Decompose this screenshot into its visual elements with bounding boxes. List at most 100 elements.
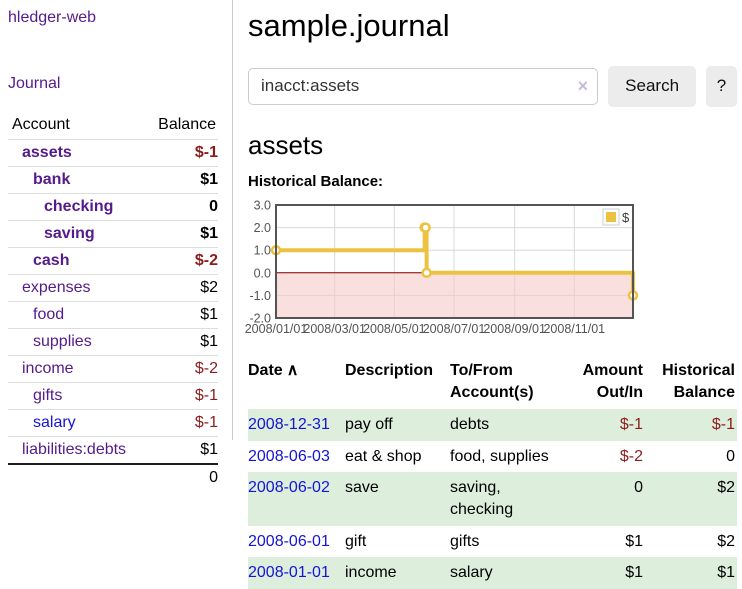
account-row: bank $1 bbox=[8, 167, 218, 194]
account-column-header: Account bbox=[8, 112, 144, 140]
account-row: cash $-2 bbox=[8, 248, 218, 275]
account-row: supplies $1 bbox=[8, 329, 218, 356]
app-brand-link[interactable]: hledger-web bbox=[8, 9, 96, 27]
journal-nav-link[interactable]: Journal bbox=[8, 75, 232, 93]
transaction-description: income bbox=[345, 557, 450, 589]
transaction-accounts: food, supplies bbox=[450, 441, 582, 473]
account-row: saving $1 bbox=[8, 221, 218, 248]
search-button[interactable]: Search bbox=[608, 66, 696, 107]
account-row: salary $-1 bbox=[8, 410, 218, 437]
account-row: assets $-1 bbox=[8, 140, 218, 167]
balance-column-header: Balance bbox=[144, 112, 218, 140]
transaction-amount: $-2 bbox=[582, 441, 655, 473]
transaction-amount: 0 bbox=[582, 472, 655, 525]
svg-text:3.0: 3.0 bbox=[254, 199, 271, 213]
main-content: sample.journal × Search ? assets Histori… bbox=[233, 0, 742, 589]
account-link-bank[interactable]: bank bbox=[33, 171, 70, 188]
transaction-balance: $-1 bbox=[655, 409, 737, 441]
account-balance: $2 bbox=[144, 275, 218, 302]
transaction-date-link[interactable]: 2008-06-03 bbox=[248, 448, 330, 465]
accounts-total-row: 0 bbox=[8, 464, 218, 491]
account-link-gifts[interactable]: gifts bbox=[33, 387, 62, 404]
transaction-description: pay off bbox=[345, 409, 450, 441]
account-link-liabilities-debts[interactable]: liabilities:debts bbox=[22, 441, 126, 458]
accounts-table: Account Balance assets $-1 bank $1 check… bbox=[8, 112, 218, 491]
transaction-date-link[interactable]: 2008-06-01 bbox=[248, 533, 330, 550]
chart-canvas: $3.02.01.00.0-1.0-2.02008/01/012008/03/0… bbox=[248, 198, 742, 340]
register-header-row: Date∧ Description To/From Account(s) Amo… bbox=[248, 356, 737, 409]
account-balance: $1 bbox=[144, 437, 218, 465]
transaction-amount: $1 bbox=[582, 557, 655, 589]
svg-text:-1.0: -1.0 bbox=[249, 289, 271, 303]
account-link-salary[interactable]: salary bbox=[33, 414, 76, 431]
account-balance: $-1 bbox=[144, 383, 218, 410]
transaction-accounts: debts bbox=[450, 409, 582, 441]
sort-ascending-icon: ∧ bbox=[287, 362, 299, 379]
svg-text:2008/05/01: 2008/05/01 bbox=[363, 322, 426, 336]
transaction-balance: $2 bbox=[655, 472, 737, 525]
transaction-balance: $1 bbox=[655, 557, 737, 589]
account-row: expenses $2 bbox=[8, 275, 218, 302]
account-link-food[interactable]: food bbox=[33, 306, 64, 323]
transaction-accounts: salary bbox=[450, 557, 582, 589]
account-link-supplies[interactable]: supplies bbox=[33, 333, 92, 350]
search-form: × Search ? bbox=[248, 66, 737, 106]
account-link-checking[interactable]: checking bbox=[44, 198, 113, 215]
transaction-row[interactable]: 2008-06-02 save saving, checking 0 $2 bbox=[248, 472, 737, 525]
account-link-cash[interactable]: cash bbox=[33, 252, 69, 269]
transaction-balance: 0 bbox=[655, 441, 737, 473]
transaction-row[interactable]: 2008-01-01 income salary $1 $1 bbox=[248, 557, 737, 589]
transaction-row[interactable]: 2008-06-01 gift gifts $1 $2 bbox=[248, 526, 737, 558]
account-link-assets[interactable]: assets bbox=[22, 144, 72, 161]
svg-text:2008/11/01: 2008/11/01 bbox=[543, 322, 605, 336]
historical-balance-chart: $3.02.01.00.0-1.0-2.02008/01/012008/03/0… bbox=[248, 198, 742, 340]
transaction-date-link[interactable]: 2008-06-02 bbox=[248, 479, 330, 496]
transaction-date-link[interactable]: 2008-01-01 bbox=[248, 564, 330, 581]
transaction-accounts: gifts bbox=[450, 526, 582, 558]
account-link-saving[interactable]: saving bbox=[44, 225, 95, 242]
account-link-income[interactable]: income bbox=[22, 360, 74, 377]
account-balance: $1 bbox=[144, 329, 218, 356]
transaction-description: gift bbox=[345, 526, 450, 558]
register-header-date[interactable]: Date∧ bbox=[248, 356, 345, 409]
account-balance: $1 bbox=[144, 221, 218, 248]
account-balance: $-1 bbox=[144, 410, 218, 437]
clear-search-icon[interactable]: × bbox=[578, 75, 589, 97]
account-balance: $-2 bbox=[144, 248, 218, 275]
transaction-date-link[interactable]: 2008-12-31 bbox=[248, 416, 330, 433]
account-heading: assets bbox=[248, 130, 737, 161]
register-table: Date∧ Description To/From Account(s) Amo… bbox=[248, 356, 737, 589]
transaction-description: eat & shop bbox=[345, 441, 450, 473]
svg-text:$: $ bbox=[622, 210, 630, 225]
help-button[interactable]: ? bbox=[706, 66, 737, 107]
account-link-expenses[interactable]: expenses bbox=[22, 279, 91, 296]
svg-text:2008/03/01: 2008/03/01 bbox=[303, 322, 366, 336]
account-row: checking 0 bbox=[8, 194, 218, 221]
svg-text:1.0: 1.0 bbox=[254, 244, 271, 258]
accounts-total: 0 bbox=[144, 464, 218, 491]
register-header-accounts: To/From Account(s) bbox=[450, 356, 582, 409]
transaction-accounts: saving, checking bbox=[450, 472, 582, 525]
account-row: income $-2 bbox=[8, 356, 218, 383]
svg-text:2008/09/01: 2008/09/01 bbox=[483, 322, 546, 336]
account-row: liabilities:debts $1 bbox=[8, 437, 218, 465]
search-input[interactable] bbox=[248, 68, 598, 105]
svg-text:2008/07/01: 2008/07/01 bbox=[423, 322, 486, 336]
transaction-row[interactable]: 2008-12-31 pay off debts $-1 $-1 bbox=[248, 409, 737, 441]
account-balance: $1 bbox=[144, 302, 218, 329]
transaction-row[interactable]: 2008-06-03 eat & shop food, supplies $-2… bbox=[248, 441, 737, 473]
transaction-description: save bbox=[345, 472, 450, 525]
register-header-balance: Historical Balance bbox=[655, 356, 737, 409]
svg-text:2.0: 2.0 bbox=[254, 221, 271, 235]
account-balance: $-1 bbox=[144, 140, 218, 167]
account-balance: $-2 bbox=[144, 356, 218, 383]
account-row: gifts $-1 bbox=[8, 383, 218, 410]
account-balance: $1 bbox=[144, 167, 218, 194]
transaction-amount: $1 bbox=[582, 526, 655, 558]
account-row: food $1 bbox=[8, 302, 218, 329]
date-header-label: Date bbox=[248, 362, 283, 379]
account-balance: 0 bbox=[144, 194, 218, 221]
register-header-amount: Amount Out/In bbox=[582, 356, 655, 409]
svg-text:2008/01/01: 2008/01/01 bbox=[245, 322, 308, 336]
svg-text:0.0: 0.0 bbox=[254, 266, 271, 280]
